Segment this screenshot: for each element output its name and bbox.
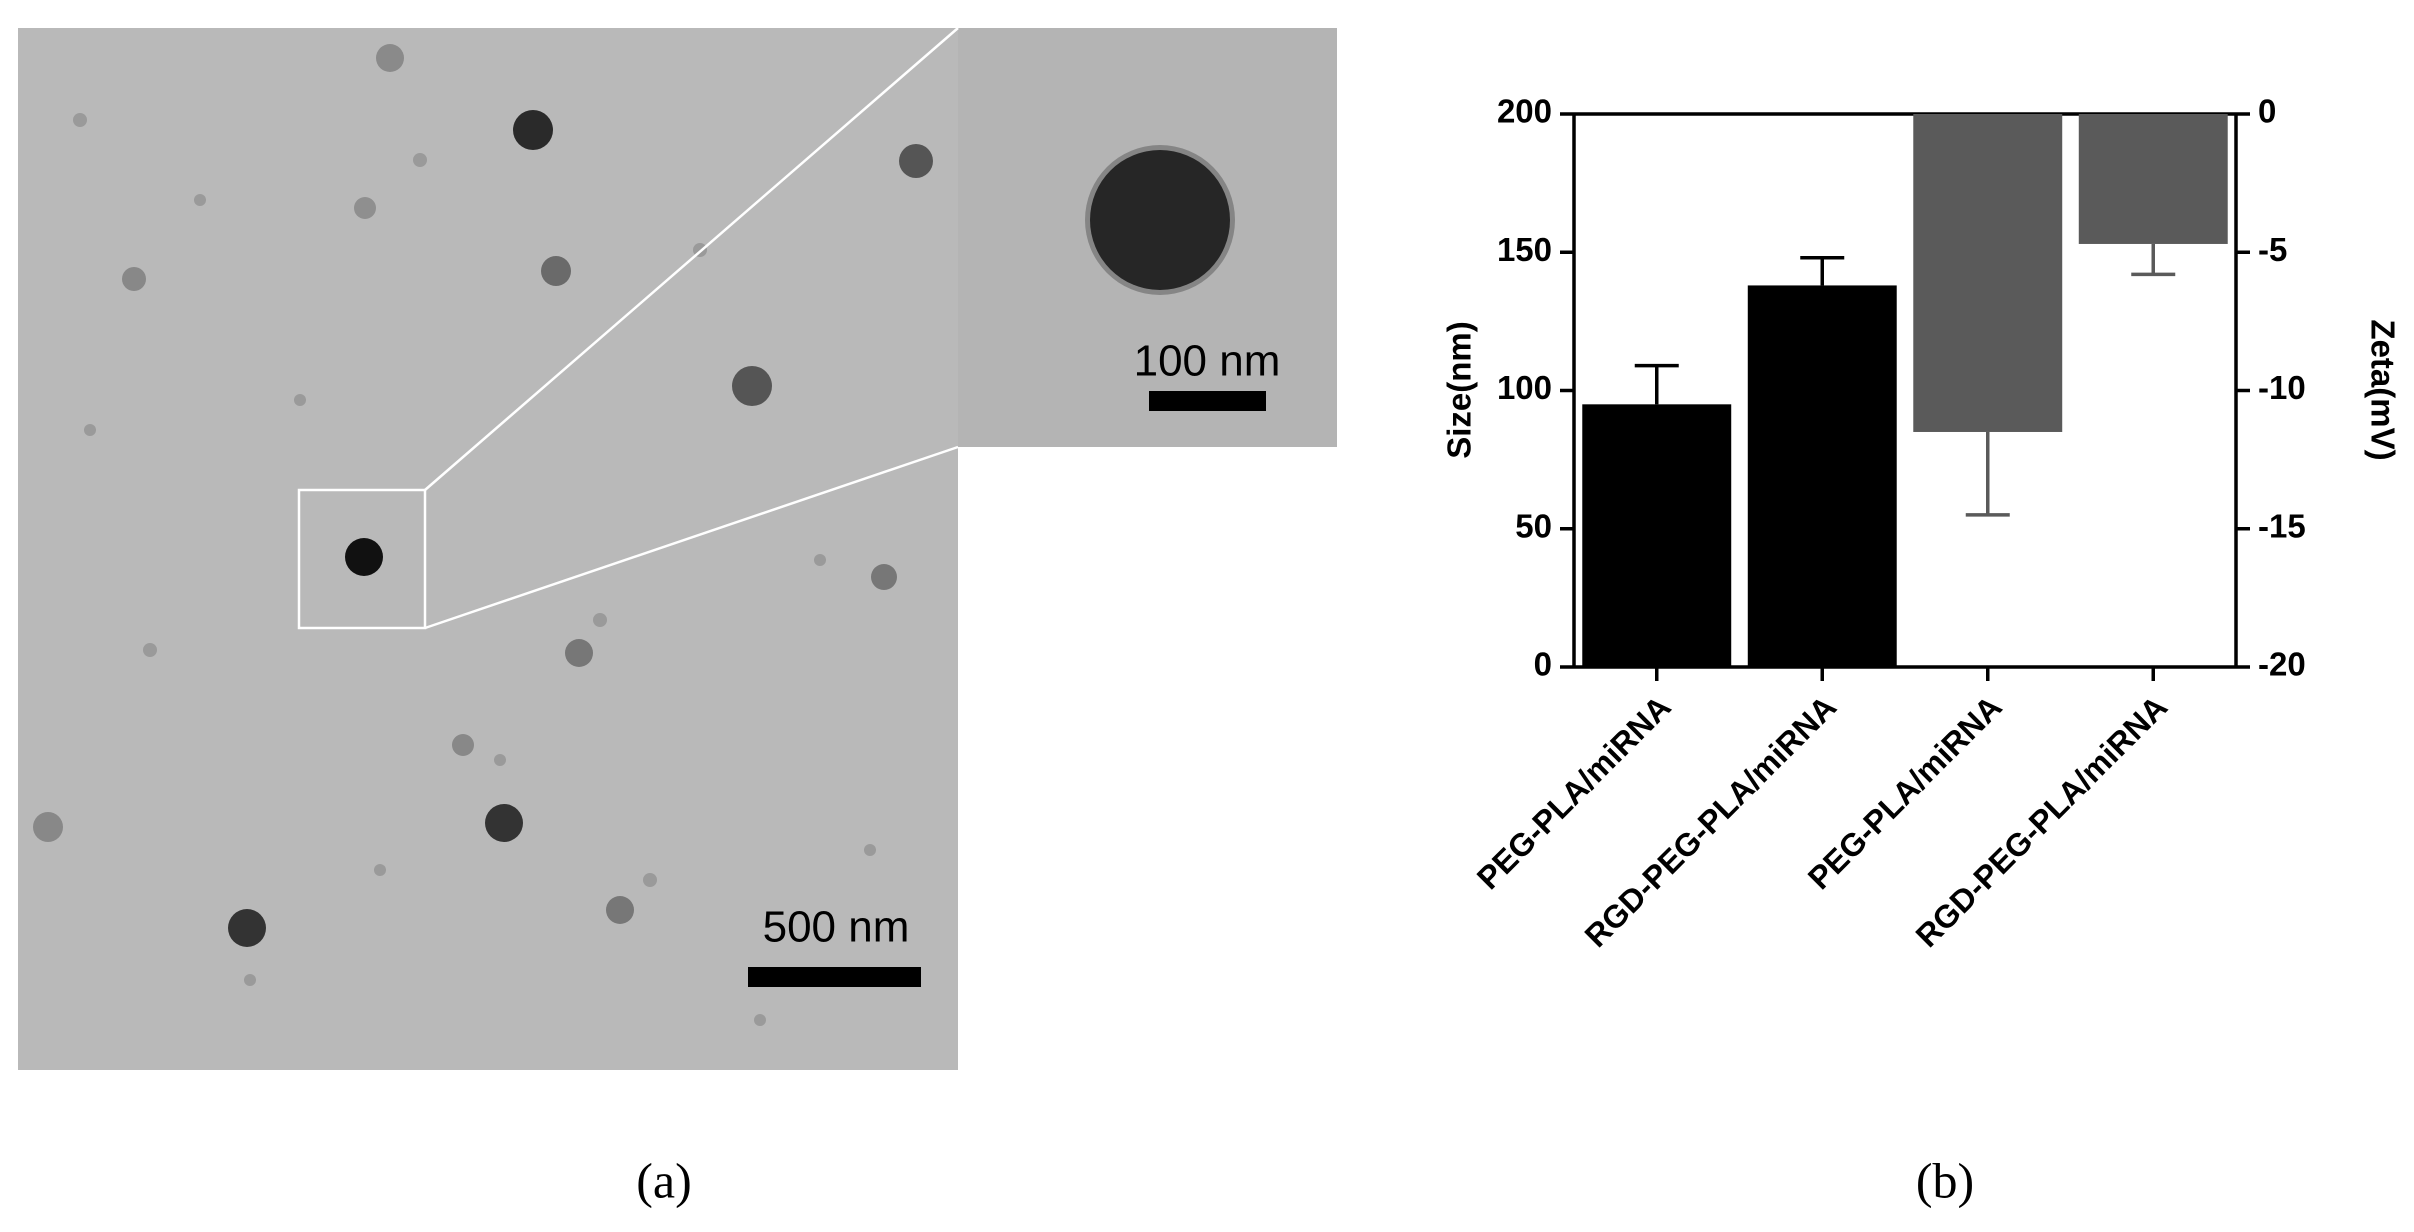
- panel-label: (b): [1916, 1152, 1974, 1208]
- tem-image: 500 nm 100 nm: [18, 27, 1337, 1070]
- y2-tick-label: 0: [2258, 93, 2276, 130]
- tem-particles: [33, 44, 933, 947]
- zoom-line: [424, 27, 959, 491]
- y2-tick-label: -15: [2258, 507, 2306, 544]
- bar: [1582, 404, 1732, 667]
- zoom-box: [297, 488, 427, 630]
- tem-background: [18, 28, 958, 1070]
- scale-bar: [748, 967, 921, 987]
- scale-bar-label: 500 nm: [763, 903, 910, 952]
- inset-particle: [1090, 150, 1230, 290]
- y-tick-label: 200: [1497, 93, 1552, 130]
- y-tick-label: 50: [1515, 507, 1552, 544]
- bar: [1913, 114, 2063, 432]
- y2-tick-label: -5: [2258, 231, 2287, 268]
- y2-tick-label: -10: [2258, 369, 2306, 406]
- y-axis-title: Size(nm): [1441, 321, 1478, 459]
- y2-axis-title: Zeta(mV): [2364, 319, 2401, 460]
- inset-scale-bar-label: 100 nm: [1134, 337, 1281, 386]
- inset-scale-bar: [1149, 391, 1266, 411]
- tem-specks: [73, 113, 876, 1026]
- bar: [2078, 114, 2228, 244]
- y-tick-label: 150: [1497, 231, 1552, 268]
- panel-label: (a): [636, 1152, 692, 1208]
- zoom-line: [424, 445, 959, 630]
- bar: [1747, 285, 1897, 667]
- y-tick-label: 100: [1497, 369, 1552, 406]
- y-tick-label: 0: [1534, 646, 1552, 683]
- y2-tick-label: -20: [2258, 646, 2306, 683]
